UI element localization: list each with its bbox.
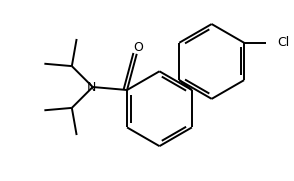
Text: O: O <box>133 41 143 54</box>
Text: Cl: Cl <box>278 36 290 49</box>
Text: N: N <box>87 81 96 94</box>
